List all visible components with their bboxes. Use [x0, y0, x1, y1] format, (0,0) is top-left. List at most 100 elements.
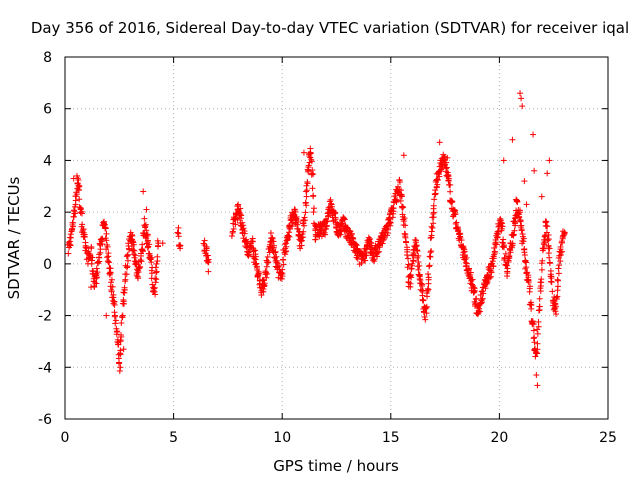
data-point — [337, 223, 344, 230]
data-point — [368, 240, 375, 247]
data-point — [291, 206, 298, 213]
data-point — [153, 260, 160, 267]
data-point — [263, 269, 270, 276]
data-point — [205, 268, 212, 275]
data-point — [136, 265, 143, 272]
data-point — [555, 270, 562, 277]
data-point — [302, 209, 309, 216]
data-point — [447, 188, 454, 195]
data-point — [554, 276, 561, 283]
data-point — [72, 210, 79, 217]
data-point — [503, 262, 510, 269]
data-point — [530, 335, 537, 342]
data-point — [387, 219, 394, 226]
data-point — [131, 247, 138, 254]
data-point — [308, 158, 315, 165]
data-point — [117, 350, 124, 357]
data-point — [463, 260, 470, 267]
data-point — [517, 90, 524, 97]
data-point — [117, 331, 124, 338]
data-point — [471, 287, 478, 294]
data-point — [228, 232, 235, 239]
data-point — [430, 220, 437, 227]
data-point — [444, 154, 451, 161]
data-point — [534, 346, 541, 353]
data-point — [561, 229, 568, 236]
data-point — [241, 230, 248, 237]
y-tick-label: -6 — [38, 412, 52, 428]
data-point — [348, 230, 355, 237]
data-point — [420, 309, 427, 316]
data-point — [159, 240, 166, 247]
data-point — [478, 296, 485, 303]
data-point — [279, 266, 286, 273]
data-point — [520, 235, 527, 242]
data-point — [175, 233, 182, 240]
data-point — [538, 193, 545, 200]
chart-title: Day 356 of 2016, Sidereal Day-to-day VTE… — [31, 19, 629, 37]
data-point — [466, 265, 473, 272]
data-point — [230, 225, 237, 232]
data-point — [430, 209, 437, 216]
data-point — [300, 149, 307, 156]
data-point — [545, 236, 552, 243]
data-point — [327, 196, 334, 203]
data-point — [505, 258, 512, 265]
data-point — [301, 222, 308, 229]
data-point — [400, 204, 407, 211]
data-point — [415, 252, 422, 259]
data-point — [509, 136, 516, 143]
data-point — [521, 246, 528, 253]
data-point — [240, 222, 247, 229]
data-point — [536, 295, 543, 302]
data-point — [539, 257, 546, 264]
data-point — [504, 265, 511, 272]
data-point — [453, 219, 460, 226]
data-point — [535, 307, 542, 314]
data-point — [73, 191, 80, 198]
data-point — [310, 193, 317, 200]
data-point — [116, 360, 123, 367]
data-point — [301, 217, 308, 224]
data-point — [500, 157, 507, 164]
data-point — [530, 321, 537, 328]
data-point — [405, 261, 412, 268]
data-point — [419, 292, 426, 299]
data-point — [205, 259, 212, 266]
data-point — [426, 253, 433, 260]
data-point — [489, 258, 496, 265]
data-point — [538, 276, 545, 283]
data-point — [419, 297, 426, 304]
data-point — [394, 196, 401, 203]
data-point — [410, 257, 417, 264]
data-point — [112, 317, 119, 324]
data-point — [323, 223, 330, 230]
data-point — [303, 187, 310, 194]
data-point — [554, 283, 561, 290]
data-point — [138, 246, 145, 253]
data-point — [396, 178, 403, 185]
data-point — [488, 268, 495, 275]
data-point — [118, 319, 125, 326]
data-point — [88, 284, 95, 291]
data-point — [108, 276, 115, 283]
data-point — [552, 308, 559, 315]
data-point — [434, 176, 441, 183]
data-point — [544, 170, 551, 177]
data-point — [120, 346, 127, 353]
data-point — [516, 207, 523, 214]
data-point — [309, 185, 316, 192]
data-point — [285, 232, 292, 239]
data-point — [380, 237, 387, 244]
data-point — [486, 274, 493, 281]
data-point — [463, 254, 470, 261]
data-point — [107, 269, 114, 276]
data-point — [462, 256, 469, 263]
data-point — [303, 188, 310, 195]
x-tick-label: 10 — [273, 430, 291, 446]
data-point — [548, 279, 555, 286]
data-point — [123, 253, 130, 260]
data-point — [115, 341, 122, 348]
data-point — [528, 302, 535, 309]
data-point — [124, 263, 131, 270]
